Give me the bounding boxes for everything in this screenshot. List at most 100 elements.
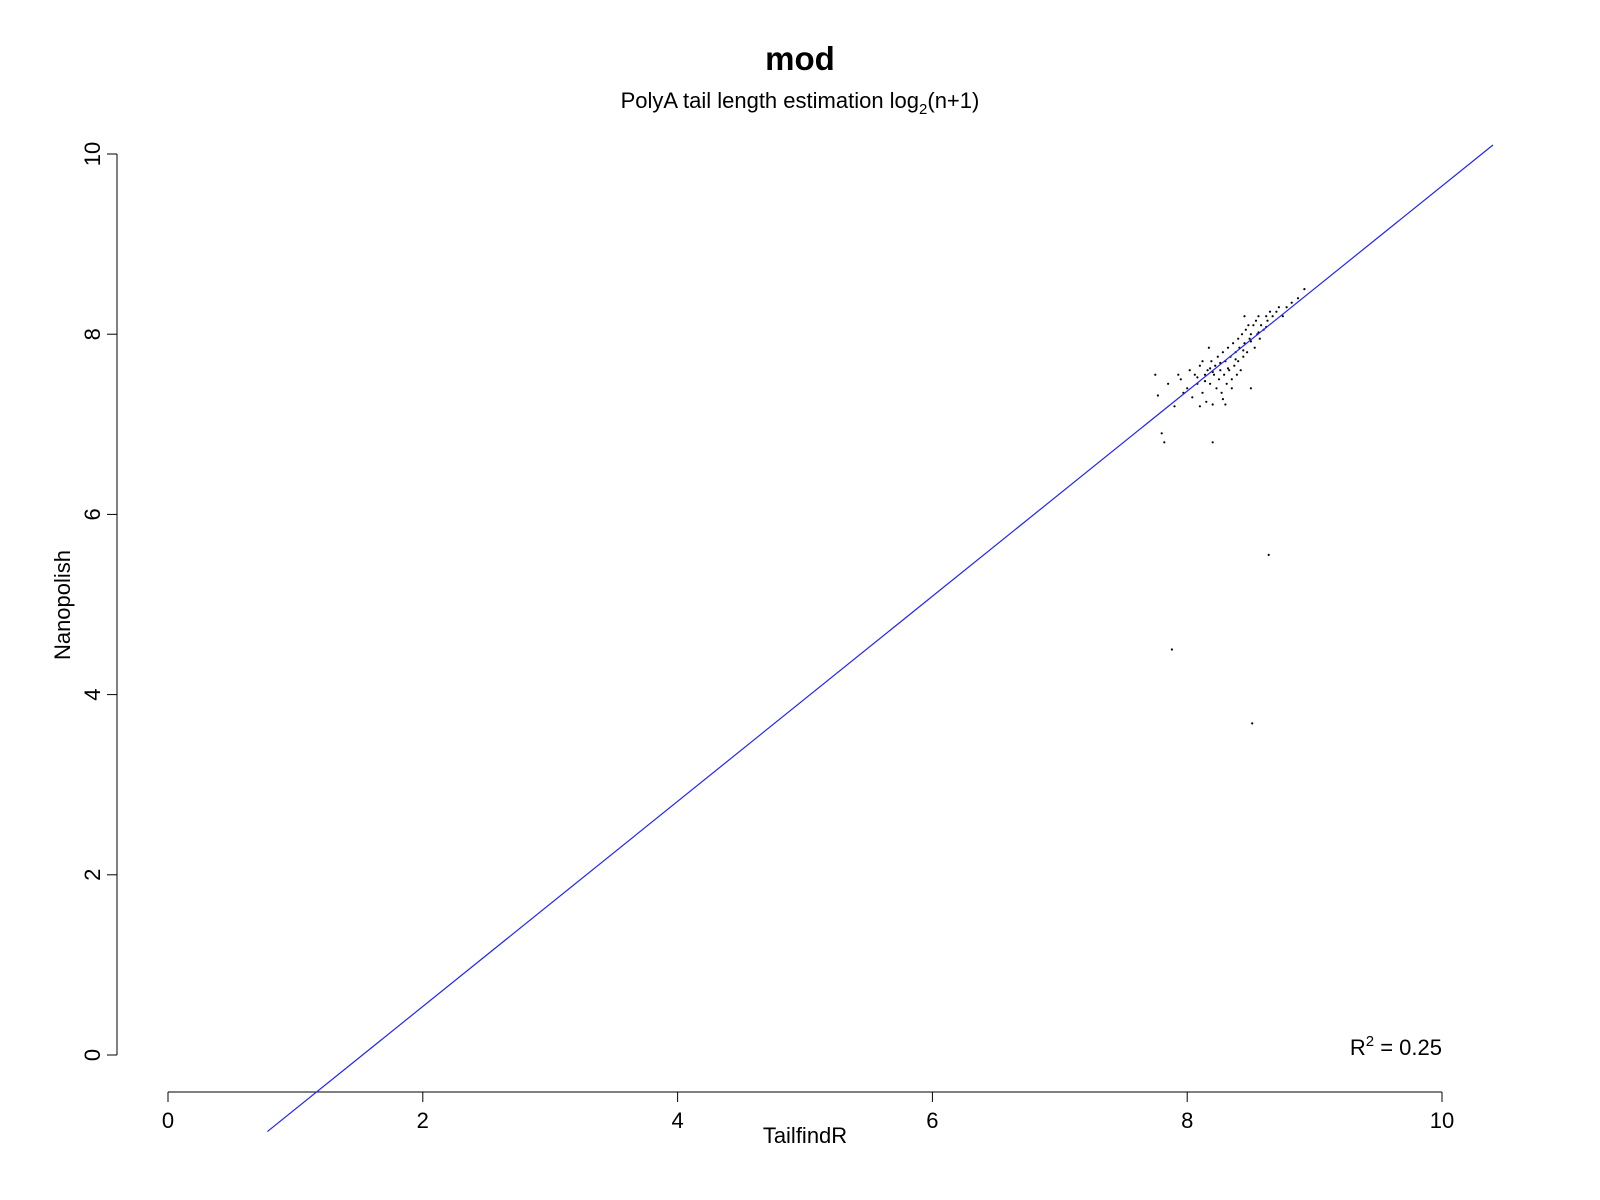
x-tick-label: 4 — [671, 1108, 683, 1133]
scatter-point — [1240, 333, 1244, 336]
scatter-point — [1196, 376, 1199, 379]
scatter-point — [1237, 337, 1240, 340]
scatter-point — [1220, 391, 1223, 394]
scatter-point — [1244, 328, 1247, 331]
scatter-point — [1234, 358, 1237, 361]
scatter-point — [1221, 398, 1224, 401]
scatter-point — [1239, 369, 1242, 372]
x-tick-label: 10 — [1430, 1108, 1454, 1133]
scatter-point — [1215, 387, 1218, 390]
scatter-point — [1253, 346, 1256, 349]
scatter-point — [1198, 364, 1201, 367]
x-axis-label: TailfindR — [763, 1123, 847, 1148]
scatter-point — [1203, 380, 1207, 383]
scatter-point — [1201, 391, 1204, 394]
y-tick-label: 6 — [80, 508, 105, 520]
scatter-point — [1226, 346, 1230, 349]
scatter-point — [1247, 324, 1250, 327]
scatter-point — [1275, 310, 1278, 313]
scatter-point — [1154, 373, 1157, 376]
scatter-point — [1191, 396, 1194, 399]
y-tick-label: 0 — [80, 1049, 105, 1061]
scatter-point — [1237, 360, 1240, 363]
x-tick-label: 8 — [1181, 1108, 1193, 1133]
x-tick-label: 6 — [926, 1108, 938, 1133]
scatter-point — [1188, 369, 1191, 372]
x-tick-label: 0 — [162, 1108, 174, 1133]
scatter-point — [1232, 342, 1235, 345]
scatter-point — [1265, 315, 1268, 318]
scatter-point — [1170, 648, 1173, 651]
scatter-point — [1243, 342, 1246, 345]
scatter-point — [1167, 382, 1170, 385]
scatter-point — [1226, 367, 1230, 370]
scatter-point — [1201, 360, 1204, 363]
scatter-point — [1179, 378, 1182, 381]
scatter-point — [1193, 373, 1196, 376]
scatter-point — [1258, 337, 1261, 340]
scatter-point — [1285, 306, 1288, 309]
scatter-point — [1290, 301, 1293, 304]
scatter-point — [1173, 405, 1176, 408]
scatter-point — [1228, 369, 1231, 372]
scatter-point — [1271, 315, 1274, 318]
r-squared-annotation: R2 = 0.25 — [1350, 1033, 1442, 1060]
scatter-point — [1252, 324, 1255, 327]
scatter-point — [1281, 315, 1284, 318]
y-axis: 0 2 4 6 8 10 — [80, 142, 118, 1061]
scatter-point — [1217, 378, 1221, 381]
scatter-point — [1260, 324, 1263, 327]
scatter-point — [1303, 288, 1306, 291]
scatter-point — [1210, 360, 1213, 363]
y-tick-label: 4 — [80, 688, 105, 700]
scatter-points — [1154, 288, 1306, 725]
scatter-point — [1186, 387, 1189, 390]
scatter-point — [1207, 346, 1210, 349]
scatter-point — [1277, 306, 1280, 309]
scatter-point — [1206, 369, 1209, 372]
x-tick-label: 2 — [417, 1108, 429, 1133]
scatter-point — [1209, 367, 1212, 370]
scatter-point — [1163, 441, 1166, 444]
scatter-point — [1219, 369, 1222, 372]
scatter-point — [1248, 337, 1251, 340]
scatter-point — [1249, 333, 1252, 336]
chart-subtitle: PolyA tail length estimation log2(n+1) — [621, 88, 980, 118]
scatter-point — [1251, 722, 1254, 725]
scatter-point — [1203, 373, 1207, 376]
scatter-point — [1268, 310, 1272, 313]
y-axis-label: Nanopolish — [50, 550, 75, 660]
regression-line — [266, 144, 1494, 1133]
scatter-point — [1224, 403, 1227, 406]
scatter-point — [1296, 297, 1300, 300]
scatter-point — [1267, 553, 1270, 557]
scatter-point — [1242, 355, 1245, 358]
scatter-point — [1254, 319, 1258, 322]
scatter-point — [1216, 355, 1219, 358]
x-axis: 0 2 4 6 8 10 — [162, 1091, 1454, 1133]
scatter-point — [1243, 315, 1246, 318]
scatter-point — [1156, 394, 1159, 397]
scatter-point — [1221, 351, 1224, 354]
scatter-point — [1233, 364, 1236, 367]
scatter-point — [1160, 432, 1163, 435]
scatter-point — [1225, 382, 1228, 385]
scatter-point — [1209, 382, 1212, 385]
scatter-point — [1249, 387, 1252, 390]
scatter-point — [1214, 364, 1217, 367]
scatter-point — [1198, 405, 1201, 408]
y-tick-label: 10 — [80, 142, 105, 166]
scatter-point — [1266, 319, 1269, 322]
scatter-point — [1257, 315, 1260, 318]
scatter-point — [1242, 349, 1245, 352]
scatter-point — [1205, 400, 1208, 403]
scatter-point — [1230, 387, 1233, 390]
scatter-point — [1211, 403, 1214, 406]
scatter-point — [1230, 378, 1233, 381]
scatter-point — [1211, 441, 1214, 444]
scatter-point — [1212, 373, 1216, 376]
scatter-point — [1246, 351, 1249, 354]
scatter-point — [1177, 373, 1180, 376]
scatter-point — [1235, 373, 1238, 376]
